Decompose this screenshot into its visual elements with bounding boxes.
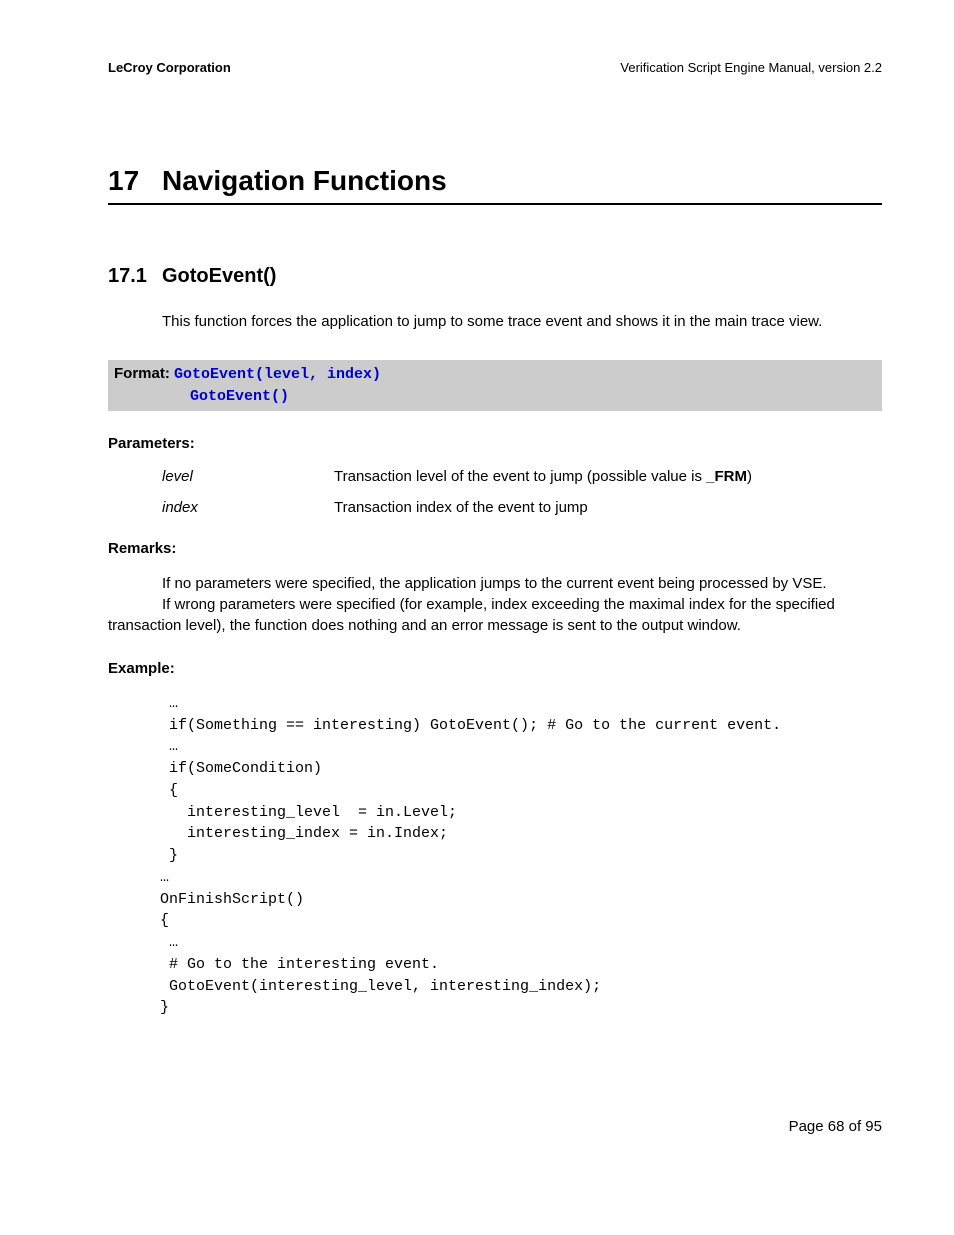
parameter-desc-text: Transaction index of the event to jump (334, 499, 588, 516)
parameter-desc: Transaction index of the event to jump (334, 499, 588, 516)
format-block: Format: GotoEvent(level, index) GotoEven… (108, 360, 882, 411)
format-label: Format: (114, 365, 174, 382)
header-company: LeCroy Corporation (108, 60, 231, 75)
page-container: LeCroy Corporation Verification Script E… (0, 0, 954, 1235)
section-heading: 17.1 GotoEvent() (108, 265, 882, 288)
remarks-line2-wrap: If wrong parameters were specified (for … (108, 594, 882, 615)
chapter-title: Navigation Functions (162, 165, 447, 197)
parameter-row: level Transaction level of the event to … (162, 468, 882, 485)
parameter-desc-suffix: ) (747, 468, 752, 485)
format-code-line1: GotoEvent(level, index) (174, 366, 381, 383)
format-code-line2: GotoEvent() (190, 388, 289, 405)
remarks-line2: If wrong parameters were specified (for … (162, 594, 835, 615)
section-number: 17.1 (108, 265, 162, 288)
page-footer: Page 68 of 95 (789, 1118, 882, 1135)
remarks-body: If no parameters were specified, the app… (108, 573, 882, 636)
parameters-heading: Parameters: (108, 435, 882, 452)
remarks-line3: transaction level), the function does no… (108, 615, 882, 636)
section-title: GotoEvent() (162, 265, 276, 288)
example-heading: Example: (108, 660, 882, 677)
parameter-name: level (162, 468, 334, 485)
parameter-row: index Transaction index of the event to … (162, 499, 882, 516)
code-example: … if(Something == interesting) GotoEvent… (142, 693, 882, 1019)
section-intro: This function forces the application to … (162, 312, 882, 332)
chapter-heading: 17 Navigation Functions (108, 165, 882, 205)
chapter-number: 17 (108, 165, 162, 197)
parameter-desc-bold: _FRM (706, 468, 747, 485)
remarks-heading: Remarks: (108, 540, 882, 557)
parameter-desc: Transaction level of the event to jump (… (334, 468, 752, 485)
parameter-desc-text: Transaction level of the event to jump (… (334, 468, 706, 485)
header-doc-title: Verification Script Engine Manual, versi… (620, 60, 882, 75)
remarks-line1: If no parameters were specified, the app… (162, 573, 882, 594)
parameter-name: index (162, 499, 334, 516)
page-header: LeCroy Corporation Verification Script E… (108, 60, 882, 75)
